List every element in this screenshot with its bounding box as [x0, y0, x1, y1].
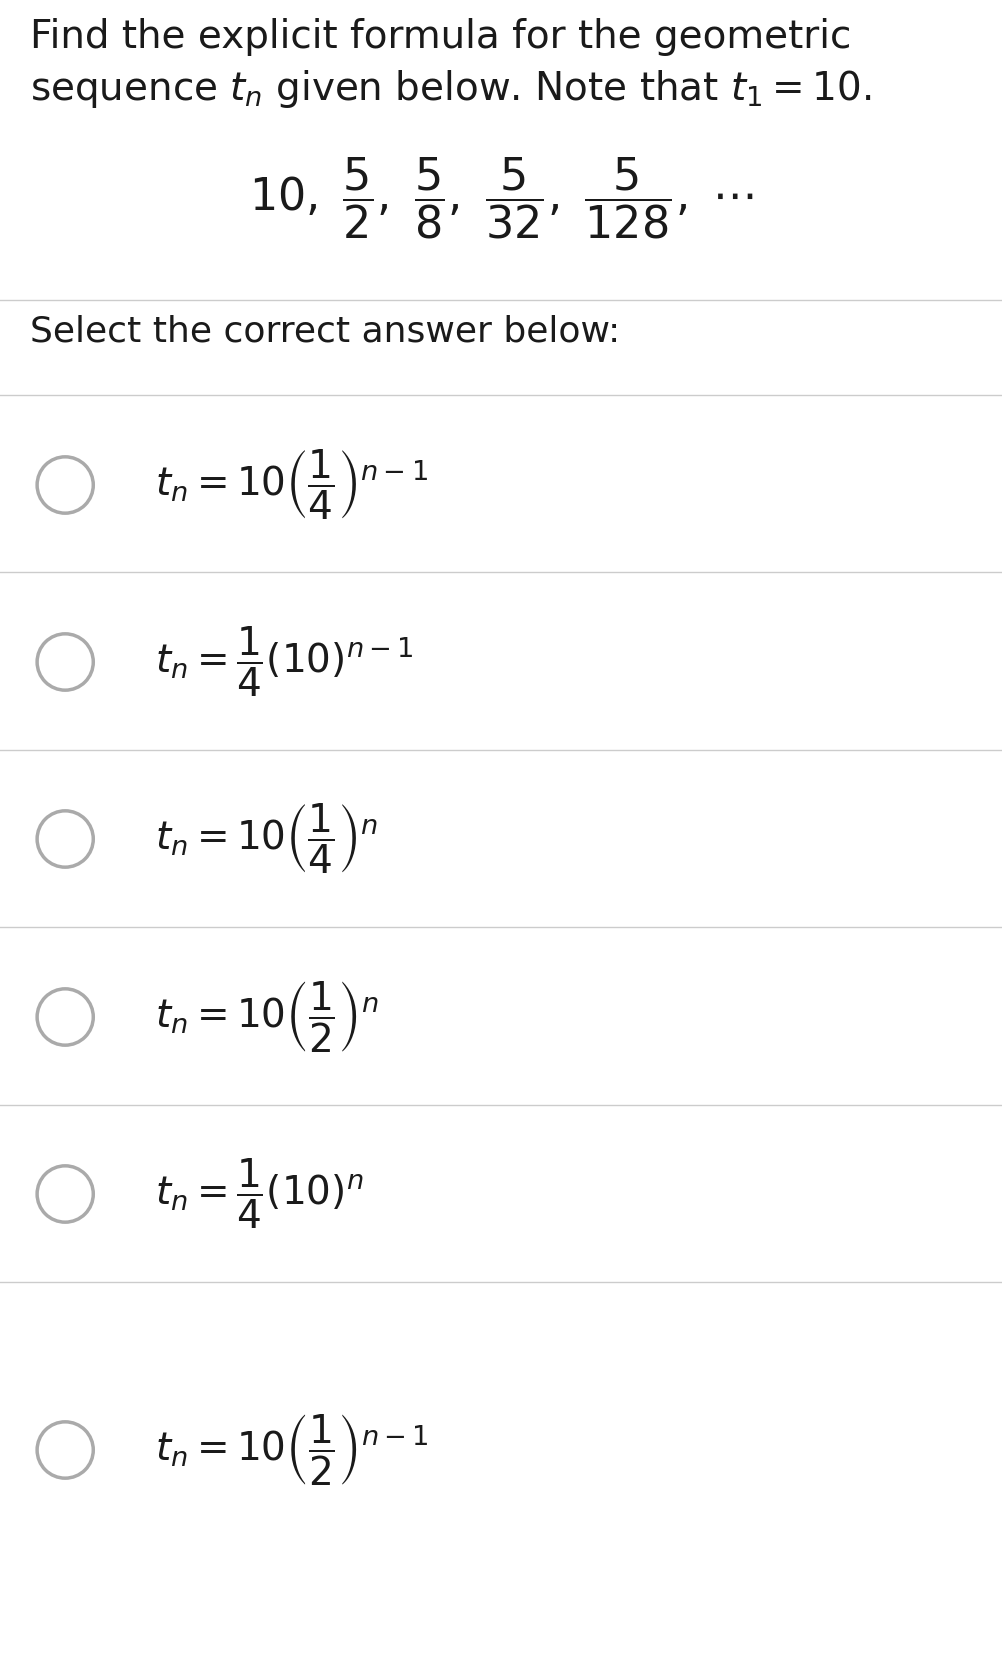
Text: $t_n = \dfrac{1}{4}(10)^{n}$: $t_n = \dfrac{1}{4}(10)^{n}$: [155, 1157, 364, 1231]
Text: Select the correct answer below:: Select the correct answer below:: [30, 315, 619, 350]
Text: $t_n = 10\left(\dfrac{1}{4}\right)^{n}$: $t_n = 10\left(\dfrac{1}{4}\right)^{n}$: [155, 802, 378, 877]
Text: $t_n = 10\left(\dfrac{1}{2}\right)^{n-1}$: $t_n = 10\left(\dfrac{1}{2}\right)^{n-1}…: [155, 1412, 429, 1488]
Text: sequence $t_n$ given below. Note that $t_1 = 10$.: sequence $t_n$ given below. Note that $t…: [30, 68, 871, 109]
Text: Find the explicit formula for the geometric: Find the explicit formula for the geomet…: [30, 18, 851, 56]
Text: $10,\ \dfrac{5}{2},\ \dfrac{5}{8},\ \dfrac{5}{32},\ \dfrac{5}{128},\ \cdots$: $10,\ \dfrac{5}{2},\ \dfrac{5}{8},\ \dfr…: [248, 156, 754, 240]
Text: $t_n = 10\left(\dfrac{1}{4}\right)^{n-1}$: $t_n = 10\left(\dfrac{1}{4}\right)^{n-1}…: [155, 447, 428, 522]
Text: $t_n = 10\left(\dfrac{1}{2}\right)^{n}$: $t_n = 10\left(\dfrac{1}{2}\right)^{n}$: [155, 979, 379, 1054]
Text: $t_n = \dfrac{1}{4}(10)^{n-1}$: $t_n = \dfrac{1}{4}(10)^{n-1}$: [155, 625, 414, 699]
